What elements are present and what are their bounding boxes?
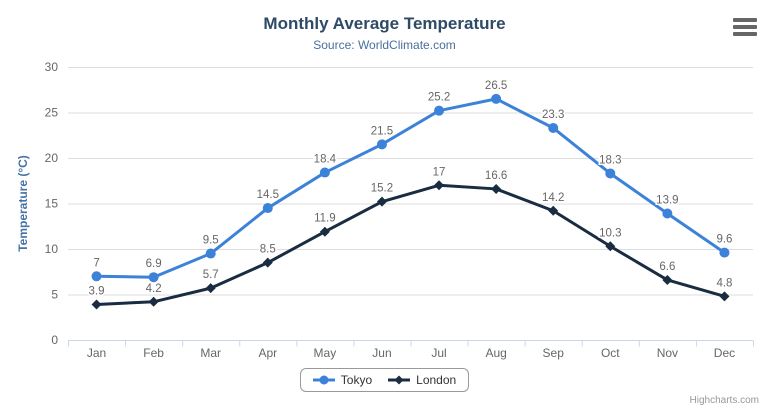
x-axis-label: Apr xyxy=(258,346,277,360)
hamburger-icon xyxy=(733,25,757,29)
x-axis-label: Jun xyxy=(372,346,391,360)
london-data-label: 11.9 xyxy=(314,213,336,225)
london-data-label: 5.7 xyxy=(203,269,219,281)
tokyo-point[interactable] xyxy=(262,203,273,214)
london-point[interactable] xyxy=(662,274,673,285)
london-data-label: 15.2 xyxy=(371,183,393,195)
tokyo-data-label: 13.9 xyxy=(656,195,678,207)
y-axis-label: 0 xyxy=(51,333,58,347)
tokyo-point[interactable] xyxy=(662,208,673,219)
y-axis-label: 15 xyxy=(45,197,59,211)
tokyo-point[interactable] xyxy=(719,247,730,258)
legend: Tokyo London xyxy=(0,368,769,392)
tokyo-line[interactable] xyxy=(95,97,726,279)
hamburger-icon xyxy=(733,32,757,36)
legend-label-london: London xyxy=(416,373,457,387)
y-axis-label: 30 xyxy=(45,60,59,74)
london-data-label: 8.5 xyxy=(260,244,276,256)
london-point[interactable] xyxy=(434,180,445,191)
chart-subtitle: Source: WorldClimate.com xyxy=(313,38,456,52)
y-axis-label: 25 xyxy=(45,106,59,120)
y-axis-title: Temperature (°C) xyxy=(16,155,30,252)
london-data-label: 17 xyxy=(433,166,446,178)
tokyo-point[interactable] xyxy=(148,272,159,283)
london-point[interactable] xyxy=(91,299,102,310)
tokyo-data-label: 25.2 xyxy=(428,92,450,104)
x-axis-label: Aug xyxy=(485,346,506,360)
tokyo-point[interactable] xyxy=(319,167,330,178)
tokyo-point[interactable] xyxy=(605,168,616,179)
london-data-label: 10.3 xyxy=(599,227,621,239)
legend-item-london[interactable]: London xyxy=(388,373,456,387)
tokyo-data-label: 6.9 xyxy=(146,258,162,270)
london-data-label: 14.2 xyxy=(542,192,564,204)
london-point[interactable] xyxy=(719,291,730,302)
x-axis-label: Dec xyxy=(714,346,735,360)
tokyo-point[interactable] xyxy=(491,93,502,104)
x-axis-label: Sep xyxy=(543,346,565,360)
tokyo-data-label: 26.5 xyxy=(485,80,507,92)
y-axis-label: 5 xyxy=(51,288,58,302)
london-point[interactable] xyxy=(262,257,273,268)
legend-label-tokyo: Tokyo xyxy=(340,373,373,387)
tokyo-data-label: 18.3 xyxy=(599,154,621,166)
tokyo-data-label: 18.4 xyxy=(314,154,337,166)
export-menu-button[interactable] xyxy=(733,18,757,36)
x-axis-label: May xyxy=(314,346,337,360)
tokyo-point[interactable] xyxy=(434,105,445,116)
legend-box: Tokyo London xyxy=(299,368,470,392)
london-point[interactable] xyxy=(376,196,387,207)
london-point[interactable] xyxy=(148,296,159,307)
tokyo-data-label: 23.3 xyxy=(542,109,564,121)
tokyo-legend-marker-icon xyxy=(312,375,335,385)
hamburger-icon xyxy=(733,18,757,22)
london-point[interactable] xyxy=(205,283,216,294)
credits-link[interactable]: Highcharts.com xyxy=(689,395,759,406)
london-data-label: 4.8 xyxy=(716,277,732,289)
london-point[interactable] xyxy=(605,241,616,252)
tokyo-data-label: 9.5 xyxy=(203,235,219,247)
y-axis-label: 10 xyxy=(45,242,59,256)
legend-item-tokyo[interactable]: Tokyo xyxy=(312,373,373,387)
london-point[interactable] xyxy=(491,183,502,194)
x-axis-label: Jul xyxy=(431,346,446,360)
x-axis-label: Mar xyxy=(200,346,221,360)
y-axis-label: 20 xyxy=(45,151,59,165)
london-point[interactable] xyxy=(319,226,330,237)
tokyo-data-label: 21.5 xyxy=(371,125,393,137)
london-legend-marker-icon xyxy=(388,375,411,385)
tokyo-data-label: 14.5 xyxy=(257,189,279,201)
tokyo-point[interactable] xyxy=(376,139,387,150)
london-line[interactable] xyxy=(95,183,726,307)
x-axis-label: Oct xyxy=(601,346,620,360)
tokyo-data-label: 9.6 xyxy=(716,234,732,246)
london-data-label: 4.2 xyxy=(146,283,162,295)
tokyo-point[interactable] xyxy=(548,122,559,133)
x-axis-label: Nov xyxy=(657,346,678,360)
london-data-label: 3.9 xyxy=(89,286,105,298)
london-data-label: 16.6 xyxy=(485,170,507,182)
london-point[interactable] xyxy=(548,205,559,216)
tokyo-point[interactable] xyxy=(91,271,102,282)
london-data-label: 6.6 xyxy=(659,261,675,273)
tokyo-point[interactable] xyxy=(205,248,216,259)
x-axis-label: Feb xyxy=(143,346,164,360)
tokyo-data-label: 7 xyxy=(93,257,99,269)
x-axis-label: Jan xyxy=(87,346,106,360)
chart-title: Monthly Average Temperature xyxy=(263,14,506,33)
